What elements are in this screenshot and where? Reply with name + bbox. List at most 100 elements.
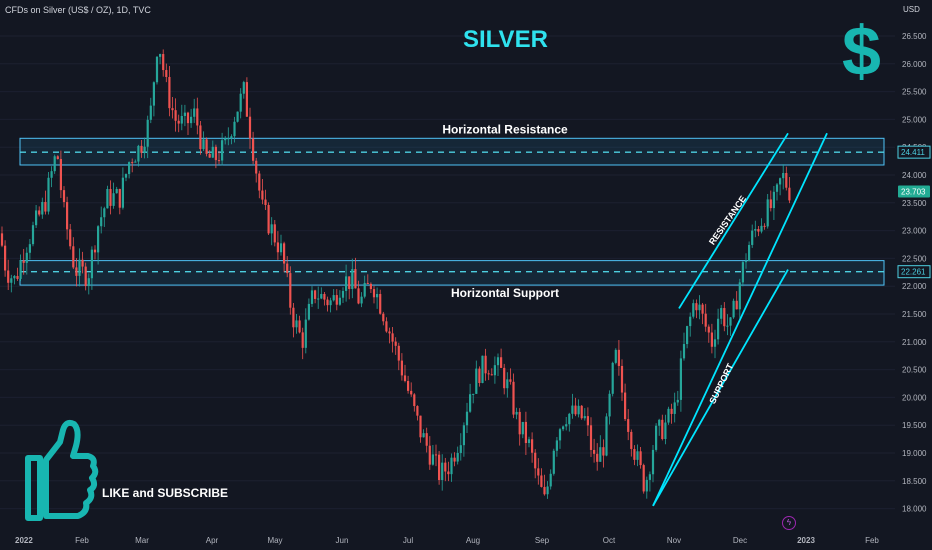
candle-body <box>704 313 707 327</box>
candle-body <box>763 225 766 227</box>
candle-body <box>717 318 720 340</box>
candle-body <box>93 249 97 253</box>
candle-body <box>537 468 540 476</box>
candle-body <box>152 82 155 106</box>
candle-body <box>242 82 245 94</box>
candle-body <box>450 457 453 475</box>
candle-body <box>357 288 360 304</box>
candle-body <box>376 294 379 298</box>
candle-body <box>487 373 490 375</box>
x-tick-label: Mar <box>135 536 149 545</box>
candle-body <box>72 246 75 268</box>
candle-body <box>596 453 599 462</box>
candle-body <box>134 161 137 163</box>
candle-body <box>100 217 103 227</box>
y-tick-label: 25.000 <box>902 115 927 124</box>
candle-body <box>146 119 149 147</box>
candle-body <box>348 276 351 289</box>
candle-body <box>44 201 47 212</box>
y-tick-label: 26.000 <box>902 60 927 69</box>
candle-body <box>565 424 568 427</box>
candle-body <box>543 486 546 495</box>
candle-body <box>785 173 788 188</box>
candle-body <box>757 229 760 232</box>
candle-body <box>354 269 357 289</box>
candle-body <box>289 273 292 308</box>
candle-body <box>546 486 549 495</box>
candle-body <box>726 325 729 327</box>
candle-body <box>183 112 186 116</box>
candle-body <box>701 304 704 314</box>
candle-body <box>636 451 639 460</box>
candle-body <box>500 357 503 368</box>
candle-body <box>149 105 152 120</box>
candle-body <box>372 289 376 298</box>
candle-body <box>264 199 267 205</box>
lightning-icon[interactable]: ϟ <box>782 516 796 530</box>
candle-body <box>775 184 779 192</box>
y-tick-label: 19.500 <box>902 421 927 430</box>
y-tick-label: 18.000 <box>902 505 927 514</box>
support-zone-label: Horizontal Support <box>451 286 559 300</box>
candle-body <box>341 290 345 298</box>
candle-body <box>323 293 326 300</box>
channel-lower-line <box>652 269 789 507</box>
horizontal-zones: Horizontal Resistance Horizontal Support <box>19 122 885 300</box>
y-tick-label: 20.000 <box>902 393 927 402</box>
candle-body <box>84 266 87 287</box>
candle-body <box>558 429 562 441</box>
candle-body <box>332 295 335 301</box>
candle-body <box>648 474 651 480</box>
candle-body <box>407 381 410 391</box>
candle-body <box>772 191 775 209</box>
candle-body <box>273 224 276 243</box>
candle-body <box>431 454 434 465</box>
candle-body <box>19 260 22 279</box>
candle-body <box>4 245 7 271</box>
candle-body <box>676 399 679 403</box>
candle-body <box>41 201 44 215</box>
candle-body <box>248 116 252 139</box>
candle-body <box>214 146 217 161</box>
current-price-box <box>898 185 930 198</box>
candle-body <box>540 475 543 487</box>
candle-body <box>679 358 682 400</box>
candle-body <box>515 411 518 415</box>
y-axis-label: USD <box>903 5 920 14</box>
x-tick-label: Oct <box>603 536 616 545</box>
candle-body <box>624 392 627 420</box>
x-tick-label: Apr <box>206 536 219 545</box>
candle-body <box>245 82 248 117</box>
y-tick-label: 23.000 <box>902 227 927 236</box>
candle-body <box>744 260 748 263</box>
y-tick-label: 21.500 <box>902 310 927 319</box>
cta-text: LIKE and SUBSCRIBE <box>102 486 229 500</box>
candle-body <box>391 333 394 342</box>
candle-body <box>698 304 701 311</box>
candle-body <box>255 160 258 174</box>
candle-body <box>692 303 695 317</box>
candle-body <box>655 425 658 450</box>
candle-body <box>66 202 69 230</box>
x-tick-label: Jun <box>336 536 349 545</box>
candle-body <box>90 249 93 279</box>
candle-body <box>723 308 726 327</box>
candle-body <box>403 375 407 382</box>
x-tick-label: Sep <box>535 536 550 545</box>
candle-body <box>143 146 146 153</box>
candle-body <box>0 233 4 246</box>
candle-body <box>388 331 391 334</box>
candle-body <box>534 452 537 469</box>
candle-body <box>217 160 221 162</box>
candle-body <box>202 139 205 150</box>
candle-body <box>186 112 190 124</box>
candle-body <box>428 445 431 465</box>
candle-body <box>465 411 469 426</box>
candle-body <box>109 188 112 206</box>
y-tick-label: 21.000 <box>902 338 927 347</box>
candle-body <box>490 374 493 376</box>
candle-body <box>738 282 741 310</box>
x-tick-label: Nov <box>667 536 681 545</box>
candle-body <box>75 267 78 276</box>
